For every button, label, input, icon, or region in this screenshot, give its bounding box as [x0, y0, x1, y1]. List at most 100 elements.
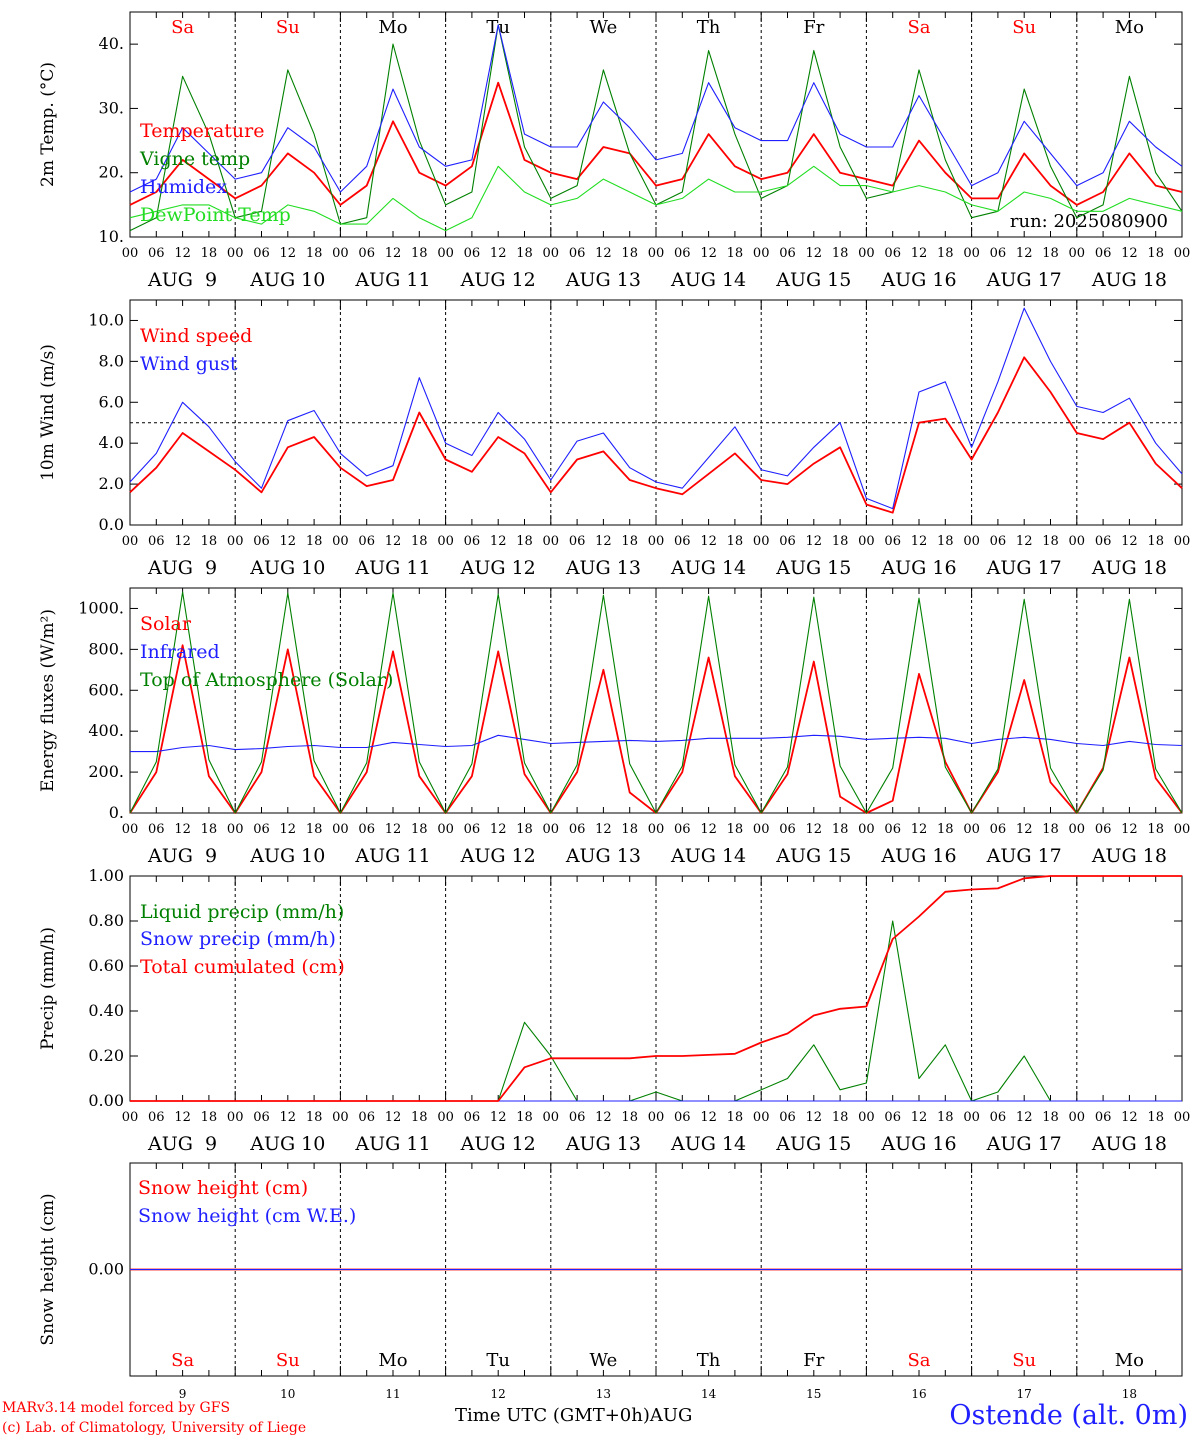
x-date-label: AUG 16: [880, 269, 956, 291]
x-date-label: AUG 14: [670, 1133, 746, 1155]
x-hour-label: 06: [990, 822, 1007, 837]
y-tick-label: 40.: [99, 34, 124, 53]
x-hour-label: 12: [385, 1110, 402, 1125]
x-hour-label: 00: [227, 534, 244, 549]
panel-2: 0.0 2.0 4.0 6.0 8.0 10.0 10m Wind (m/s) 00 06 12 1…: [38, 299, 1191, 579]
x-hour-label: 06: [569, 1110, 586, 1125]
x-hour-label: 12: [595, 822, 612, 837]
x-hour-label: 12: [595, 1110, 612, 1125]
y-tick-label: 0.0: [99, 515, 124, 534]
x-hour-label: 00: [332, 534, 349, 549]
x-hour-label: 18: [516, 1110, 533, 1125]
x-date-label: AUG 18: [1091, 269, 1167, 291]
x-hour-label: 18: [1147, 534, 1164, 549]
x-date-label: AUG 9: [147, 1133, 217, 1155]
series-line-temperature: [129, 81, 1183, 206]
x-hour-label: 06: [464, 246, 481, 261]
x-hour-label: 18: [832, 1110, 849, 1125]
weekday-label: Su: [276, 1350, 300, 1371]
x-date-label: AUG 14: [670, 845, 746, 867]
x-hour-label: 18: [306, 534, 323, 549]
x-date-label: AUG 10: [249, 1133, 325, 1155]
day-number-label: 17: [1017, 1387, 1032, 1401]
series-line-wind-speed: [129, 356, 1183, 514]
x-hour-label: 12: [385, 822, 402, 837]
x-hour-label: 12: [595, 246, 612, 261]
x-hour-label: 00: [227, 246, 244, 261]
y-tick-label: 600.: [88, 680, 124, 699]
y-tick-label: 200.: [88, 762, 124, 781]
x-date-label: AUG 17: [986, 557, 1062, 579]
x-hour-label: 18: [937, 534, 954, 549]
x-hour-label: 06: [674, 246, 691, 261]
x-hour-label: 18: [516, 822, 533, 837]
x-hour-label: 18: [201, 534, 218, 549]
x-hour-label: 00: [858, 534, 875, 549]
x-hour-label: 18: [1042, 822, 1059, 837]
x-date-label: AUG 18: [1091, 1133, 1167, 1155]
x-hour-label: 06: [674, 822, 691, 837]
x-hour-label: 12: [1121, 1110, 1138, 1125]
x-hour-label: 00: [543, 1110, 560, 1125]
model-credit: MARv3.14 model forced by GFS: [2, 1400, 231, 1416]
x-hour-label: 00: [332, 246, 349, 261]
y-tick-label: 0.60: [88, 956, 124, 975]
x-hour-label: 00: [1069, 1110, 1086, 1125]
x-date-label: AUG 12: [460, 557, 536, 579]
x-hour-label: 00: [1069, 246, 1086, 261]
legend-entry: Snow precip (mm/h): [140, 928, 336, 950]
x-hour-label: 18: [411, 1110, 428, 1125]
x-date-label: AUG 10: [249, 557, 325, 579]
x-date-label: AUG 18: [1091, 845, 1167, 867]
y-tick-label: 0.40: [88, 1001, 124, 1020]
x-hour-label: 18: [201, 822, 218, 837]
x-hour-label: 12: [700, 534, 717, 549]
x-date-label: AUG 15: [775, 269, 851, 291]
weekday-label: Mo: [1115, 17, 1144, 38]
x-hour-label: 18: [306, 1110, 323, 1125]
x-hour-label: 00: [332, 822, 349, 837]
x-hour-label: 00: [1174, 246, 1191, 261]
y-tick-label: 0.80: [88, 911, 124, 930]
day-number-label: 15: [806, 1387, 821, 1401]
x-hour-label: 00: [858, 1110, 875, 1125]
lab-credit: (c) Lab. of Climatology, University of L…: [2, 1420, 307, 1436]
x-hour-label: 18: [411, 822, 428, 837]
x-hour-label: 18: [1147, 246, 1164, 261]
x-hour-label: 12: [911, 1110, 928, 1125]
x-hour-label: 18: [727, 822, 744, 837]
weekday-label: Fr: [803, 17, 824, 38]
x-hour-label: 06: [884, 822, 901, 837]
x-hour-label: 00: [963, 822, 980, 837]
x-hour-label: 06: [990, 246, 1007, 261]
x-hour-label: 18: [727, 534, 744, 549]
x-hour-label: 00: [437, 246, 454, 261]
weekday-label: Mo: [1115, 1350, 1144, 1371]
x-date-label: AUG 13: [565, 845, 641, 867]
y-tick-label: 0.20: [88, 1046, 124, 1065]
x-date-label: AUG 10: [249, 845, 325, 867]
x-hour-label: 06: [779, 822, 796, 837]
day-number-label: 12: [491, 1387, 506, 1401]
x-hour-label: 12: [174, 822, 191, 837]
legend-entry: Temperature: [140, 120, 264, 142]
x-hour-label: 00: [858, 246, 875, 261]
station-name: Ostende (alt. 0m): [949, 1400, 1188, 1431]
x-hour-label: 06: [569, 822, 586, 837]
x-hour-label: 18: [201, 1110, 218, 1125]
x-hour-label: 18: [1042, 246, 1059, 261]
x-hour-label: 06: [464, 822, 481, 837]
x-date-label: AUG 13: [565, 269, 641, 291]
x-hour-label: 00: [543, 822, 560, 837]
legend-entry: Liquid precip (mm/h): [140, 901, 344, 923]
x-date-label: AUG 13: [565, 1133, 641, 1155]
x-hour-label: 18: [832, 246, 849, 261]
legend-entry: Solar: [140, 613, 192, 635]
time-axis-label: Time UTC (GMT+0h)AUG: [455, 1405, 693, 1426]
x-hour-label: 00: [1174, 534, 1191, 549]
weekday-label: Sa: [171, 1350, 194, 1371]
x-date-label: AUG 10: [249, 269, 325, 291]
x-hour-label: 18: [727, 1110, 744, 1125]
x-hour-label: 00: [648, 534, 665, 549]
x-date-label: AUG 18: [1091, 557, 1167, 579]
